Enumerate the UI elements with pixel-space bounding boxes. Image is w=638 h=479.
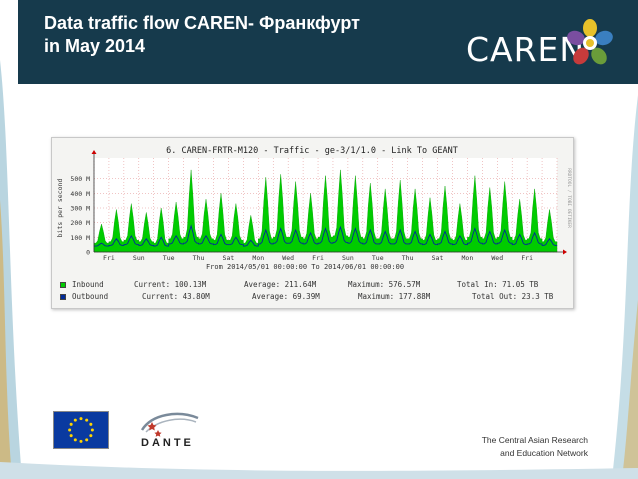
outbound-swatch xyxy=(60,294,66,300)
chart-date-range: From 2014/05/01 00:00:00 To 2014/06/01 0… xyxy=(206,263,404,271)
chart-title: 6. CAREN-FRTR-M120 - Traffic - ge-3/1/1.… xyxy=(166,146,458,156)
inbound-total: Total In: 71.05 TB xyxy=(457,280,539,289)
x-tick-label: Fri xyxy=(521,254,533,262)
legend-inbound-row: Inbound Current: 100.13M Average: 211.64… xyxy=(52,280,575,291)
y-tick-label: 500 M xyxy=(70,175,90,183)
legend-outbound-row: Outbound Current: 43.80M Average: 69.39M… xyxy=(52,292,575,303)
traffic-chart: 6. CAREN-FRTR-M120 - Traffic - ge-3/1/1.… xyxy=(56,146,572,271)
rrdtool-side-label: RRDTOOL / TOBI OETIKER xyxy=(566,168,572,228)
y-tick-label: 200 M xyxy=(70,219,90,227)
inbound-label: Inbound xyxy=(72,280,104,289)
eu-star xyxy=(73,418,77,422)
x-tick-label: Mon xyxy=(462,254,474,262)
y-tick-label: 0 xyxy=(86,249,90,257)
series-outbound-line xyxy=(94,224,557,247)
eu-star xyxy=(68,428,72,432)
footer-caption: The Central Asian Research and Education… xyxy=(388,434,588,460)
eu-star xyxy=(85,418,89,422)
x-axis-arrow xyxy=(563,249,567,255)
y-axis-label: bits per second xyxy=(56,179,64,238)
caren-logo: CAREN xyxy=(466,18,616,74)
x-tick-label: Tue xyxy=(372,254,384,262)
caren-flower-icon xyxy=(567,19,613,65)
footer-line2: and Education Network xyxy=(500,448,588,458)
x-tick-label: Sat xyxy=(432,254,444,262)
slide-title-line2: in May 2014 xyxy=(44,36,146,56)
y-axis-arrow xyxy=(91,150,97,154)
x-tick-label: Fri xyxy=(103,254,115,262)
dante-swoosh-icon xyxy=(140,412,199,437)
x-tick-label: Thu xyxy=(402,254,414,262)
slide-title: Data traffic flow CAREN- Франкфурт in Ma… xyxy=(44,12,464,58)
x-tick-label: Wed xyxy=(491,254,503,262)
x-tick-label: Fri xyxy=(312,254,324,262)
y-tick-label: 400 M xyxy=(70,190,90,198)
slide-title-line1: Data traffic flow CAREN- Франкфурт xyxy=(44,13,360,33)
y-tick-label: 100 M xyxy=(70,234,90,242)
eu-flag-icon xyxy=(53,411,109,449)
dante-logo-text: DANTE xyxy=(141,437,194,449)
inbound-maximum: Maximum: 576.57M xyxy=(348,280,421,289)
outbound-label: Outbound xyxy=(72,292,109,301)
eu-star xyxy=(73,438,77,442)
eu-star xyxy=(89,434,93,438)
x-tick-label: Sun xyxy=(342,254,354,262)
outbound-maximum: Maximum: 177.88M xyxy=(358,292,431,301)
traffic-graph-panel: 6. CAREN-FRTR-M120 - Traffic - ge-3/1/1.… xyxy=(51,137,574,309)
x-tick-label: Sat xyxy=(223,254,235,262)
chart-legend: Inbound Current: 100.13M Average: 211.64… xyxy=(52,278,575,310)
outbound-total: Total Out: 23.3 TB xyxy=(472,292,554,301)
eu-star xyxy=(89,422,93,426)
footer-line1: The Central Asian Research xyxy=(481,435,588,445)
x-tick-label: Wed xyxy=(282,254,294,262)
eu-star xyxy=(90,428,94,432)
eu-star xyxy=(69,434,73,438)
dante-logo: DANTE xyxy=(138,408,208,452)
eu-star xyxy=(69,422,73,426)
caren-logo-text: CAREN xyxy=(466,30,586,69)
inbound-current: Current: 100.13M xyxy=(134,280,207,289)
x-tick-label: Sun xyxy=(133,254,145,262)
series-inbound-area xyxy=(93,169,558,253)
outbound-average: Average: 69.39M xyxy=(252,292,320,301)
outbound-current: Current: 43.80M xyxy=(142,292,210,301)
eu-star xyxy=(79,439,83,443)
inbound-swatch xyxy=(60,282,66,288)
y-tick-label: 300 M xyxy=(70,205,90,213)
eu-star xyxy=(85,438,89,442)
header-band: Data traffic flow CAREN- Франкфурт in Ma… xyxy=(18,0,638,84)
x-tick-label: Thu xyxy=(193,254,205,262)
x-tick-label: Mon xyxy=(252,254,264,262)
inbound-average: Average: 211.64M xyxy=(244,280,317,289)
x-tick-label: Tue xyxy=(163,254,175,262)
eu-star xyxy=(79,417,83,421)
